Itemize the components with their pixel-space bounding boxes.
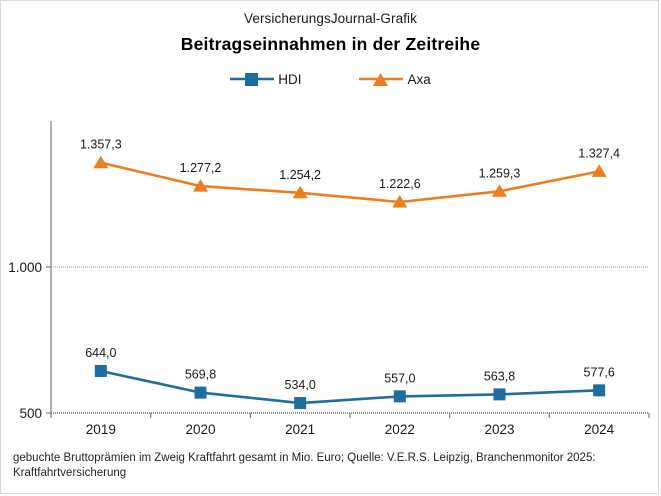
data-point-axa-2020[interactable] bbox=[193, 179, 208, 192]
legend-marker-square-icon bbox=[230, 73, 275, 86]
data-label-axa-2023: 1.259,3 bbox=[479, 166, 521, 180]
chart-legend: HDI Axa bbox=[1, 71, 658, 87]
data-point-hdi-2021[interactable] bbox=[294, 397, 307, 410]
chart-title: Beitragseinnahmen in der Zeitreihe bbox=[180, 34, 481, 54]
data-label-hdi-2024: 577,6 bbox=[584, 365, 615, 379]
legend-label-hdi: HDI bbox=[278, 71, 302, 87]
data-label-hdi-2020: 569,8 bbox=[185, 368, 216, 382]
series-line-hdi bbox=[99, 369, 601, 405]
x-axis-category-label: 2021 bbox=[285, 422, 315, 437]
data-label-hdi-2021: 534,0 bbox=[285, 378, 316, 392]
legend-marker-triangle-icon bbox=[359, 73, 404, 86]
y-axis-tick-label: 1.000 bbox=[8, 260, 42, 275]
data-label-axa-2022: 1.222,6 bbox=[379, 177, 421, 191]
data-point-hdi-2024[interactable] bbox=[593, 384, 606, 397]
data-labels-layer: 644,0 569,8 534,0 557,0 563,8 577,6 1.357,3 1.2… bbox=[80, 138, 620, 392]
data-label-axa-2024: 1.327,4 bbox=[578, 146, 620, 160]
x-axis-category-label: 2023 bbox=[484, 422, 514, 437]
data-point-hdi-2023[interactable] bbox=[493, 388, 506, 401]
data-label-axa-2019: 1.357,3 bbox=[80, 138, 122, 152]
x-axis-category-label: 2024 bbox=[584, 422, 615, 437]
data-point-hdi-2022[interactable] bbox=[393, 390, 406, 403]
y-axis-ticks: 500 1.000 bbox=[8, 260, 51, 421]
data-point-axa-2021[interactable] bbox=[292, 185, 308, 199]
series-line-axa bbox=[99, 161, 601, 204]
chart-footnote: gebuchte Bruttoprämien im Zweig Kraftfah… bbox=[13, 452, 596, 479]
x-axis-category-label: 2020 bbox=[185, 422, 215, 437]
chart-kicker: VersicherungsJournal-Grafik bbox=[243, 11, 418, 26]
legend-label-axa: Axa bbox=[407, 71, 431, 87]
data-label-axa-2021: 1.254,2 bbox=[279, 168, 321, 182]
data-point-axa-2023[interactable] bbox=[492, 184, 507, 197]
data-point-axa-2024[interactable] bbox=[591, 164, 607, 177]
data-label-hdi-2023: 563,8 bbox=[484, 369, 515, 383]
data-point-hdi-2019[interactable] bbox=[94, 364, 107, 377]
data-label-hdi-2019: 644,0 bbox=[85, 346, 116, 360]
data-point-hdi-2020[interactable] bbox=[194, 386, 207, 399]
data-label-hdi-2022: 557,0 bbox=[384, 371, 415, 385]
series-layer bbox=[93, 155, 607, 410]
y-axis-tick-label: 500 bbox=[19, 406, 42, 421]
x-axis-ticks: 2019 2020 2021 2022 2023 2024 bbox=[50, 413, 650, 437]
data-label-axa-2020: 1.277,2 bbox=[180, 161, 222, 175]
x-axis-category-label: 2019 bbox=[86, 422, 116, 437]
legend-item-hdi[interactable]: HDI bbox=[230, 71, 301, 87]
data-point-axa-2019[interactable] bbox=[93, 155, 109, 169]
data-point-axa-2022[interactable] bbox=[392, 195, 408, 208]
x-axis-category-label: 2022 bbox=[385, 422, 415, 437]
legend-item-axa[interactable]: Axa bbox=[359, 71, 431, 87]
